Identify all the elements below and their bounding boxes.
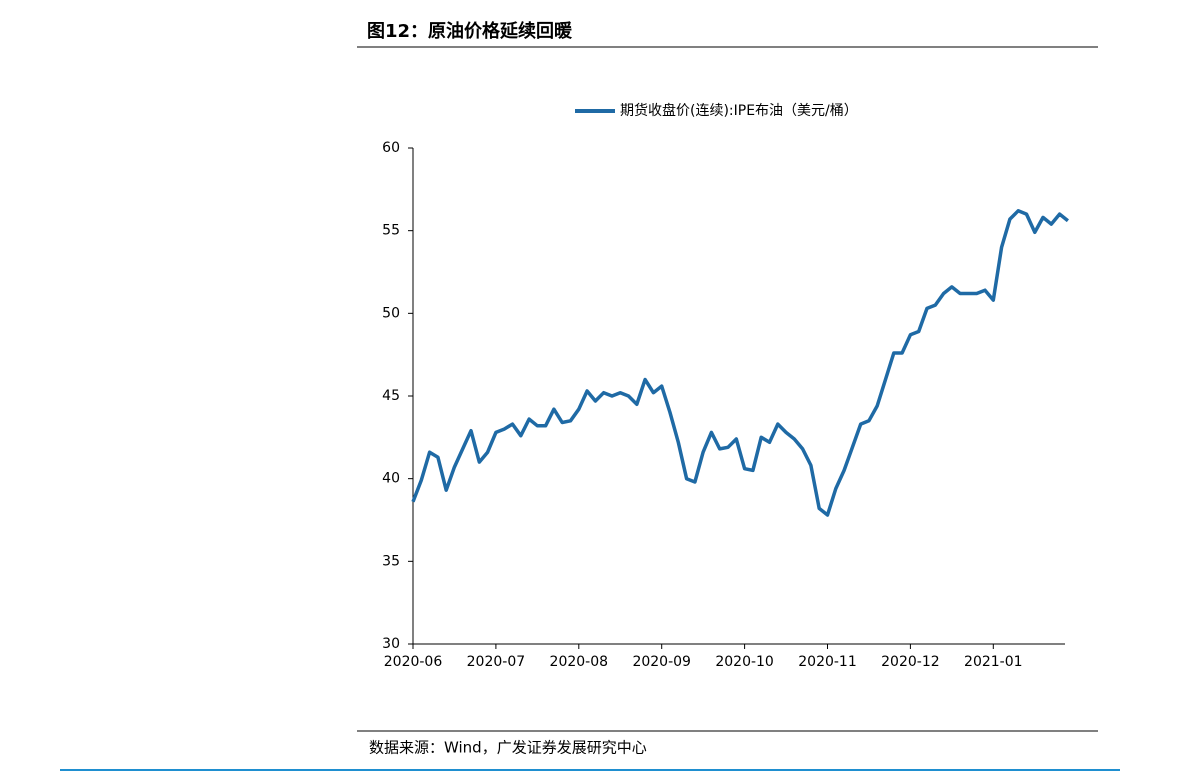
x-tick-label: 2020-09 xyxy=(632,654,691,670)
y-tick-label: 35 xyxy=(382,553,400,569)
source: 数据来源：Wind，广发证券发展研究中心 xyxy=(369,739,647,757)
chart-title: 图12：原油价格延续回暖 xyxy=(367,20,573,42)
legend-label: 期货收盘价(连续):IPE布油（美元/桶） xyxy=(620,102,858,119)
x-tick-label: 2020-12 xyxy=(881,654,940,670)
y-tick-label: 50 xyxy=(382,305,400,321)
x-tick-label: 2020-07 xyxy=(467,654,526,670)
x-tick-label: 2020-11 xyxy=(798,654,857,670)
y-tick-label: 30 xyxy=(382,636,400,652)
x-tick-label: 2020-08 xyxy=(550,654,609,670)
y-tick-label: 55 xyxy=(382,223,400,239)
x-tick-label: 2020-10 xyxy=(715,654,774,670)
y-tick-label: 45 xyxy=(382,388,400,404)
y-tick-label: 60 xyxy=(382,140,400,156)
y-tick-label: 40 xyxy=(382,471,400,487)
x-tick-label: 2021-01 xyxy=(964,654,1023,670)
series-line xyxy=(411,209,1069,517)
x-tick-label: 2020-06 xyxy=(384,654,443,670)
